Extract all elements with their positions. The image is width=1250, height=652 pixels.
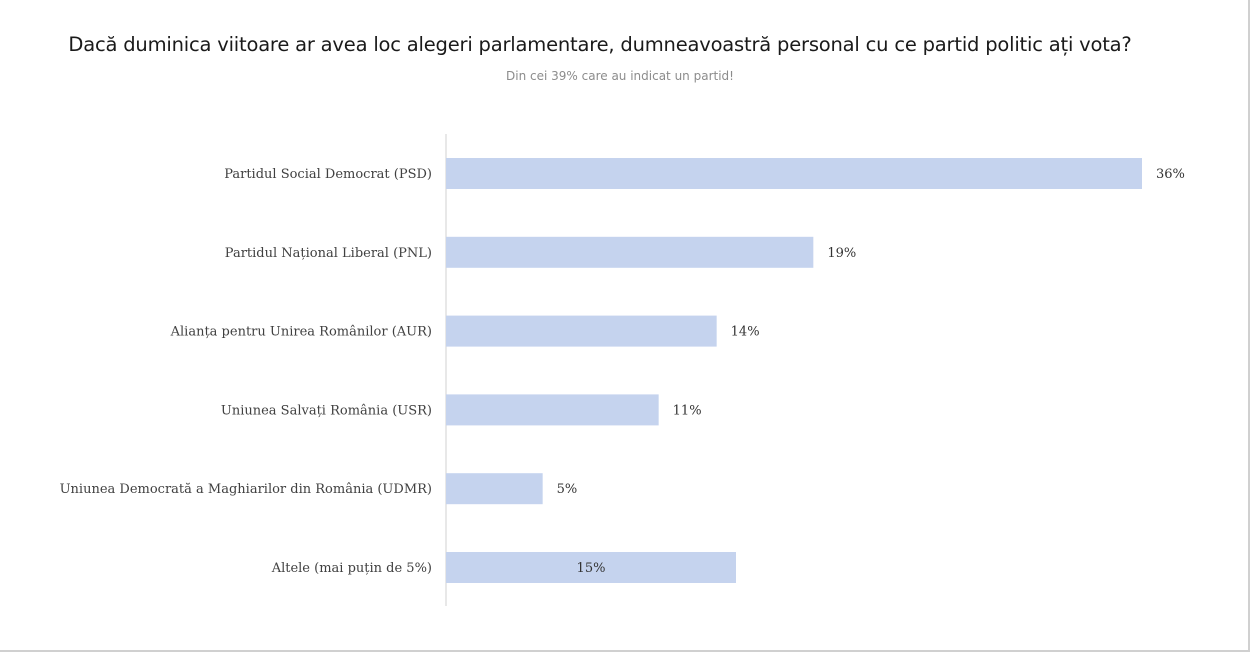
bar — [446, 315, 717, 347]
bar — [446, 552, 736, 583]
category-label: Partidul Social Democrat (PSD) — [224, 167, 432, 182]
chart-title: Dacă duminica viitoare ar avea loc alege… — [68, 33, 1132, 56]
value-label: 14% — [731, 325, 760, 340]
category-label: Altele (mai puțin de 5%) — [271, 561, 432, 576]
category-label: Uniunea Salvați România (USR) — [221, 403, 432, 418]
bar — [446, 473, 543, 505]
bar — [446, 236, 814, 268]
chart-subtitle: Din cei 39% care au indicat un partid! — [506, 69, 734, 83]
category-label: Alianța pentru Unirea Românilor (AUR) — [170, 325, 432, 340]
value-label: 15% — [577, 561, 606, 576]
value-label: 19% — [827, 246, 856, 261]
bar — [446, 158, 1142, 189]
value-label: 36% — [1156, 167, 1185, 182]
value-label: 5% — [557, 482, 578, 497]
bar — [446, 394, 659, 426]
value-label: 11% — [673, 403, 702, 418]
category-label: Partidul Național Liberal (PNL) — [225, 246, 432, 261]
category-label: Uniunea Democrată a Maghiarilor din Româ… — [60, 482, 432, 497]
